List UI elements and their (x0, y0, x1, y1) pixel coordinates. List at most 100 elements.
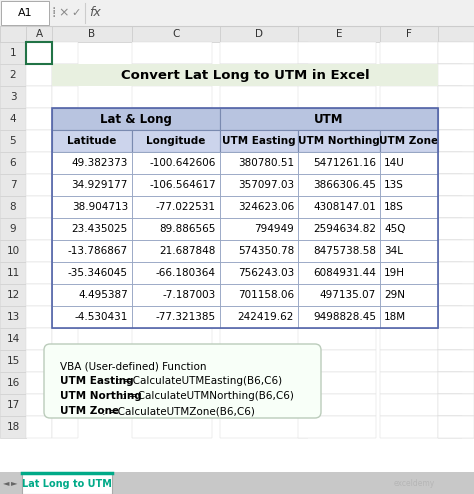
Bar (26, 284, 52, 306)
Bar (52, 42, 78, 64)
FancyBboxPatch shape (44, 344, 321, 418)
Bar (52, 196, 132, 218)
Bar (438, 26, 474, 42)
Text: UTM: UTM (314, 113, 344, 125)
Bar (26, 416, 52, 438)
Bar (298, 240, 380, 262)
Text: 10: 10 (7, 246, 19, 256)
Bar (220, 240, 298, 262)
Text: 12: 12 (6, 290, 19, 300)
Bar (298, 262, 380, 284)
Text: 5: 5 (9, 136, 16, 146)
Bar (220, 262, 308, 284)
Text: -66.180364: -66.180364 (156, 268, 216, 278)
Bar (220, 196, 298, 218)
Bar (380, 218, 462, 240)
Bar (52, 240, 78, 262)
Bar (220, 174, 298, 196)
Bar (380, 152, 462, 174)
Bar (26, 86, 52, 108)
Text: 4: 4 (9, 114, 16, 124)
Text: 13: 13 (6, 312, 19, 322)
Bar (380, 152, 438, 174)
Text: -4.530431: -4.530431 (74, 312, 128, 322)
Bar (52, 240, 132, 262)
Text: -77.321385: -77.321385 (156, 312, 216, 322)
Text: -106.564617: -106.564617 (149, 180, 216, 190)
Bar (52, 262, 132, 284)
Bar (52, 64, 438, 86)
Bar (438, 64, 474, 86)
Bar (438, 174, 474, 196)
Bar (0, 472, 474, 494)
Bar (438, 328, 474, 350)
Bar (380, 262, 462, 284)
Text: -13.786867: -13.786867 (68, 246, 128, 256)
Bar (0, 26, 26, 42)
Bar (298, 130, 380, 152)
Bar (380, 218, 438, 240)
Bar (26, 394, 52, 416)
Bar (26, 328, 52, 350)
Bar (438, 64, 474, 86)
Bar (220, 130, 308, 152)
Bar (298, 240, 376, 262)
Text: 7: 7 (9, 180, 16, 190)
Text: 5471261.16: 5471261.16 (313, 158, 376, 168)
Bar (52, 130, 78, 152)
Text: 9498828.45: 9498828.45 (313, 312, 376, 322)
Bar (298, 262, 376, 284)
Text: -35.346045: -35.346045 (68, 268, 128, 278)
Bar (0, 130, 26, 152)
Text: 18: 18 (6, 422, 19, 432)
Bar (26, 262, 52, 284)
Text: E: E (336, 29, 342, 39)
Text: F: F (406, 29, 412, 39)
Bar (132, 26, 220, 42)
Bar (52, 86, 78, 108)
Bar (438, 196, 474, 218)
Bar (0, 152, 26, 174)
Bar (132, 174, 220, 196)
Bar (380, 196, 438, 218)
Bar (0, 372, 26, 394)
Text: 3866306.45: 3866306.45 (313, 180, 376, 190)
Bar (438, 218, 474, 240)
Bar (438, 240, 474, 262)
Bar (438, 306, 474, 328)
Bar (380, 262, 438, 284)
Text: 380780.51: 380780.51 (238, 158, 294, 168)
Bar (132, 306, 212, 328)
Bar (380, 416, 462, 438)
Bar (298, 174, 376, 196)
Bar (52, 174, 78, 196)
Bar (0, 86, 26, 108)
Bar (438, 152, 474, 174)
Bar (380, 394, 462, 416)
Bar (438, 42, 474, 64)
Bar (438, 152, 474, 174)
Bar (298, 218, 376, 240)
Text: 4308147.01: 4308147.01 (313, 202, 376, 212)
Bar (298, 394, 376, 416)
Bar (220, 26, 298, 42)
Text: 34.929177: 34.929177 (72, 180, 128, 190)
Bar (380, 64, 462, 86)
Bar (0, 306, 26, 328)
Text: 4.495387: 4.495387 (78, 290, 128, 300)
Bar (438, 262, 474, 284)
Bar (0, 196, 26, 218)
Bar (132, 42, 212, 64)
Bar (298, 64, 376, 86)
Bar (132, 130, 212, 152)
Bar (132, 328, 212, 350)
Bar (132, 394, 212, 416)
Bar (52, 284, 132, 306)
Bar (438, 240, 474, 262)
Bar (132, 284, 212, 306)
Bar (220, 108, 438, 130)
Bar (298, 416, 376, 438)
Bar (380, 306, 462, 328)
Text: 13S: 13S (384, 180, 404, 190)
Text: UTM Zone: UTM Zone (380, 136, 438, 146)
